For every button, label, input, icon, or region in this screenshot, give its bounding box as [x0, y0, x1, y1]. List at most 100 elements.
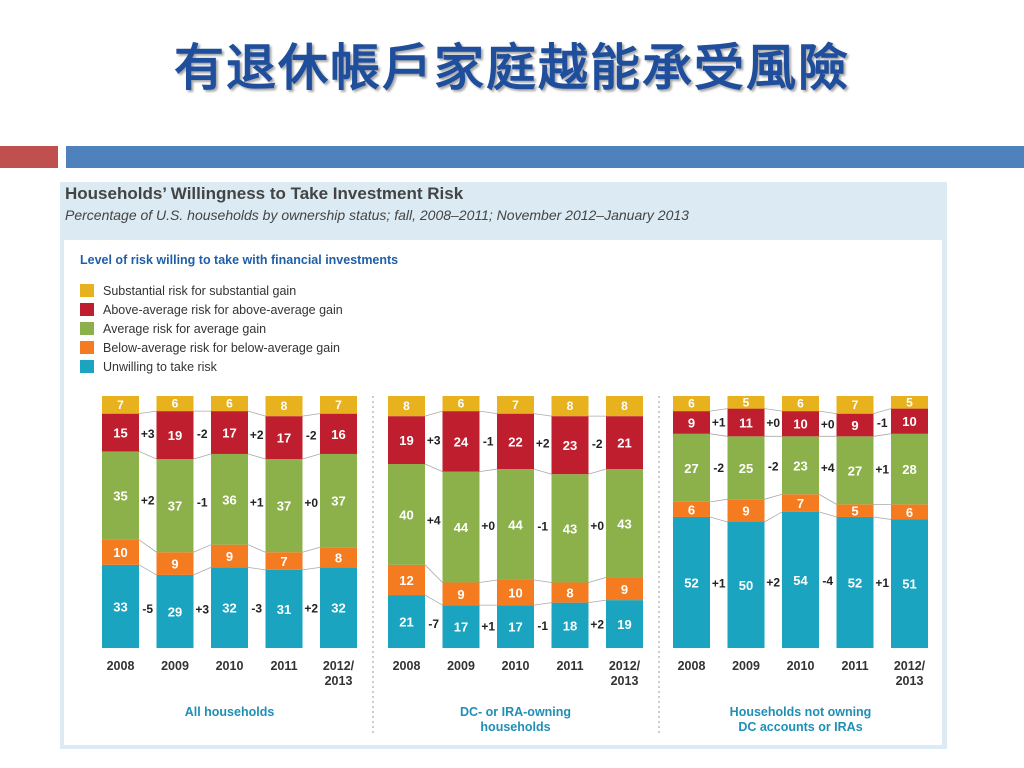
change-label: -4 — [822, 574, 833, 588]
bar-segment-below — [102, 539, 139, 565]
connector-line — [247, 410, 266, 417]
change-label: -2 — [592, 437, 603, 451]
bar-segment-average — [673, 433, 710, 502]
bar-segment-average — [836, 436, 874, 505]
data-label: 8 — [403, 399, 410, 413]
change-label: +2 — [766, 575, 780, 589]
data-label: 6 — [797, 397, 804, 411]
data-label: 6 — [688, 397, 695, 411]
connector-line — [302, 453, 321, 460]
category-label: 2010 — [502, 659, 530, 673]
category-label: 2008 — [678, 659, 706, 673]
change-label: +1 — [250, 495, 264, 509]
category-label: 2009 — [732, 659, 760, 673]
change-label: -1 — [537, 519, 548, 533]
data-label: 32 — [331, 601, 345, 616]
connector-line — [424, 594, 443, 606]
legend-swatch — [80, 341, 94, 354]
data-label: 10 — [902, 414, 916, 429]
connector-line — [873, 516, 892, 520]
bar-segment-above — [727, 408, 765, 437]
data-label: 19 — [399, 433, 413, 448]
bar-segment-above — [497, 413, 534, 470]
bar-segment-above — [265, 416, 303, 459]
bar-segment-unwilling — [606, 600, 643, 648]
change-label: +4 — [821, 461, 835, 475]
bar-segment-average — [606, 469, 643, 578]
change-label: +1 — [875, 463, 889, 477]
change-label: +2 — [590, 618, 604, 632]
data-label: 12 — [399, 573, 413, 588]
change-label: -3 — [251, 601, 262, 615]
bar-segment-above — [442, 411, 480, 472]
connector-line — [533, 468, 552, 475]
category-label: 2010 — [216, 659, 244, 673]
bar-segment-below — [156, 552, 194, 575]
connector-line — [193, 453, 212, 460]
bar-segment-below — [673, 501, 710, 517]
bar-segment-above — [320, 413, 357, 454]
bar-segment-substantial — [102, 396, 139, 414]
connector-line — [764, 493, 783, 500]
bar-segment-substantial — [156, 396, 194, 412]
group-label: DC- or IRA-owning — [460, 705, 571, 719]
category-label: 2012/ — [894, 659, 926, 673]
change-label: -1 — [197, 495, 208, 509]
bar-segment-substantial — [551, 396, 589, 417]
connector-line — [479, 410, 498, 415]
data-label: 9 — [621, 582, 628, 597]
change-label: -1 — [537, 619, 548, 633]
bar-segment-average — [727, 436, 765, 500]
data-label: 19 — [168, 428, 182, 443]
data-label: 24 — [454, 434, 469, 449]
group-label: households — [480, 720, 550, 734]
bar-segment-above — [782, 411, 819, 437]
chart-title: Households’ Willingness to Take Investme… — [65, 184, 464, 203]
bar-segment-below — [891, 504, 928, 520]
data-label: 9 — [688, 415, 695, 430]
bar-segment-above — [211, 411, 248, 454]
change-label: +2 — [304, 601, 318, 615]
connector-line — [818, 410, 837, 415]
category-label: 2009 — [161, 659, 189, 673]
bar-segment-unwilling — [102, 564, 139, 648]
data-label: 7 — [280, 554, 287, 569]
bar-segment-substantial — [727, 396, 765, 409]
bar-segment-below — [265, 552, 303, 570]
category-label: 2012/ — [323, 659, 355, 673]
change-label: +3 — [141, 427, 155, 441]
data-label: 6 — [226, 397, 233, 411]
legend-swatch — [80, 303, 94, 316]
bar-segment-unwilling — [265, 569, 303, 648]
connector-line — [873, 433, 892, 437]
connector-line — [479, 468, 498, 472]
connector-line — [138, 410, 157, 415]
bar-segment-below — [497, 579, 534, 606]
data-label: 21 — [617, 436, 631, 451]
data-label: 19 — [617, 617, 631, 632]
data-label: 7 — [335, 398, 342, 412]
bar-segment-unwilling — [211, 567, 248, 648]
bar-segment-above — [388, 416, 425, 465]
bar-segment-above — [891, 408, 928, 434]
connector-line — [302, 546, 321, 553]
category-label: 2012/ — [609, 659, 641, 673]
bar-segment-average — [265, 459, 303, 553]
data-label: 5 — [851, 504, 858, 519]
bar-segment-above — [102, 413, 139, 452]
change-label: -2 — [713, 461, 724, 475]
connector-line — [764, 511, 783, 523]
data-label: 6 — [906, 505, 913, 520]
connector-line — [424, 410, 443, 417]
decorative-bar-red — [0, 146, 58, 168]
bar-segment-unwilling — [782, 511, 819, 648]
change-label: +0 — [304, 496, 318, 510]
data-label: 21 — [399, 615, 413, 630]
connector-line — [138, 564, 157, 576]
change-label: -2 — [306, 429, 317, 443]
bar-segment-unwilling — [673, 516, 710, 648]
bar-segment-substantial — [782, 396, 819, 412]
data-label: 36 — [222, 492, 236, 507]
bar-segment-unwilling — [320, 567, 357, 648]
data-label: 37 — [168, 499, 182, 514]
